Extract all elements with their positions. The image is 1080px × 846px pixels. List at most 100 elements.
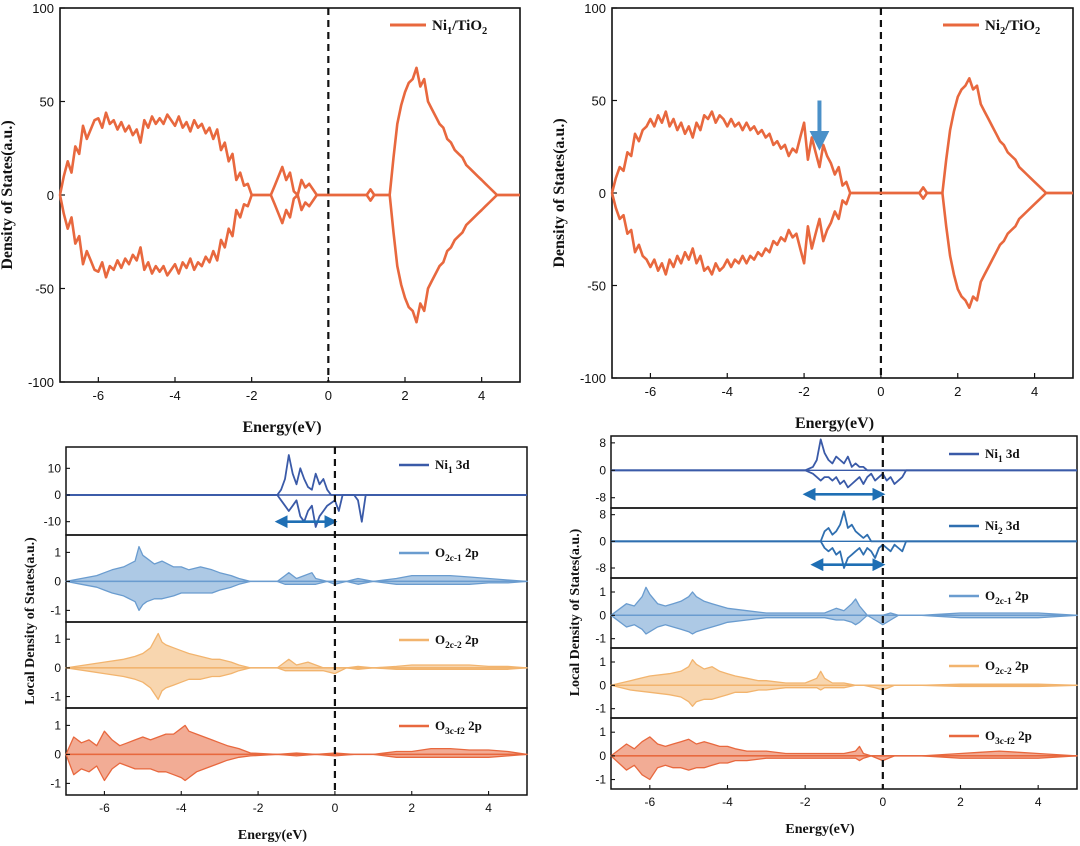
dos-series-spin-up bbox=[610, 77, 1073, 195]
legend-tail: 3d bbox=[453, 457, 471, 472]
y-axis-label: Density of States(a.u.) bbox=[0, 120, 16, 269]
x-tick-label: -4 bbox=[169, 388, 181, 403]
legend-main: O bbox=[985, 588, 995, 603]
y-tick-label: 0 bbox=[599, 463, 606, 477]
x-axis-label: Energy(eV) bbox=[238, 828, 308, 843]
legend-label-sub: 2 bbox=[1000, 26, 1005, 37]
chart-tl: -6 -4 -2 0 2 4 100 50 0 -50 -100 Energy(eV) Density … bbox=[0, 1, 521, 436]
x-tick-label: -6 bbox=[99, 801, 110, 815]
x-tick-label: -2 bbox=[798, 384, 810, 399]
pdos-line-down bbox=[611, 540, 1077, 569]
x-tick-label: 2 bbox=[957, 795, 964, 809]
pdos-line-down bbox=[611, 469, 1077, 489]
x-tick-label: -4 bbox=[721, 384, 733, 399]
x-axis-label: Energy(eV) bbox=[242, 419, 321, 436]
x-axis-label: Energy(eV) bbox=[785, 822, 855, 837]
y-tick-label: -50 bbox=[35, 282, 54, 297]
x-tick-label: -2 bbox=[253, 801, 264, 815]
pdos-area-down bbox=[65, 667, 528, 701]
x-tick-label: 4 bbox=[485, 801, 492, 815]
x-tick-label: -4 bbox=[176, 801, 187, 815]
legend-label: Ni1 3d bbox=[985, 446, 1020, 465]
panel-frame bbox=[610, 717, 1078, 790]
pdos-panel: 8 0 -8 Ni2 3d bbox=[595, 507, 1078, 579]
y-tick-label: 1 bbox=[599, 655, 606, 669]
y-tick-label: 8 bbox=[599, 436, 606, 450]
pdos-panel: 10 0 -10 Ni1 3d bbox=[44, 446, 528, 536]
x-tick-label: 0 bbox=[877, 384, 884, 399]
legend-sub: 2c-2 bbox=[445, 641, 462, 651]
legend-main: O bbox=[985, 658, 995, 673]
x-tick-label: 0 bbox=[325, 388, 332, 403]
legend-tail: 2p bbox=[1012, 658, 1029, 673]
legend-label-sub2: 2 bbox=[1035, 26, 1040, 37]
legend-label: Ni2 3d bbox=[985, 518, 1020, 537]
y-tick-label: -1 bbox=[50, 690, 61, 704]
legend-main: O bbox=[435, 632, 445, 647]
legend-label-sub: 1 bbox=[447, 26, 452, 37]
dos-series-spin-down bbox=[610, 191, 1073, 309]
pdos-panel: 1 0 -1 O3c-f2 2p bbox=[595, 717, 1078, 790]
x-tick-label: -6 bbox=[93, 388, 105, 403]
y-axis-label: Local Density of States(a.u.) bbox=[568, 528, 583, 696]
x-tick-label: -6 bbox=[644, 795, 655, 809]
legend-label-text: Ni2/TiO2 bbox=[985, 18, 1040, 37]
legend-main: O bbox=[435, 545, 445, 560]
pdos-area-down bbox=[610, 755, 1078, 781]
y-tick-label: 1 bbox=[54, 718, 61, 732]
legend-sub: 2 bbox=[998, 527, 1003, 537]
x-tick-label: -2 bbox=[246, 388, 258, 403]
legend-sub: 2c-1 bbox=[995, 597, 1012, 607]
y-tick-label: -1 bbox=[50, 603, 61, 617]
y-tick-label: -50 bbox=[587, 279, 606, 294]
y-tick-label: -1 bbox=[595, 773, 606, 787]
legend-label: O3c-f2 2p bbox=[985, 728, 1032, 747]
legend-label-sub2: 2 bbox=[482, 26, 487, 37]
legend-sub: 1 bbox=[448, 466, 453, 476]
legend-main: Ni bbox=[985, 446, 998, 461]
y-tick-label: 100 bbox=[32, 1, 54, 16]
legend-label: Ni1 3d bbox=[435, 457, 470, 476]
legend-sub: 3c-f2 bbox=[445, 727, 465, 737]
x-tick-label: 2 bbox=[408, 801, 415, 815]
pdos-panel: 1 0 -1 O2c-1 2p bbox=[50, 534, 528, 623]
legend-main: O bbox=[985, 728, 995, 743]
pdos-area-down bbox=[610, 614, 1078, 635]
legend-label: O2c-1 2p bbox=[435, 545, 479, 564]
x-tick-label: 4 bbox=[1035, 795, 1042, 809]
y-tick-label: 0 bbox=[54, 574, 61, 588]
y-tick-label: 8 bbox=[599, 508, 606, 522]
y-tick-label: -10 bbox=[44, 515, 62, 529]
pdos-area-down bbox=[65, 753, 528, 782]
y-tick-label: 0 bbox=[599, 749, 606, 763]
legend-sub: 2c-2 bbox=[995, 667, 1012, 677]
pdos-area-down bbox=[65, 580, 528, 612]
legend-tail: 2p bbox=[462, 545, 479, 560]
legend-label: O2c-2 2p bbox=[985, 658, 1029, 677]
y-axis-label: Density of States(a.u.) bbox=[551, 118, 568, 267]
y-tick-label: 0 bbox=[599, 608, 606, 622]
x-tick-label: 0 bbox=[879, 795, 886, 809]
legend-label: O3c-f2 2p bbox=[435, 718, 482, 737]
y-tick-label: -1 bbox=[595, 632, 606, 646]
legend-main: Ni bbox=[985, 518, 998, 533]
legend-tail: 2p bbox=[1015, 728, 1032, 743]
legend-tail: 3d bbox=[1003, 518, 1021, 533]
y-tick-label: -100 bbox=[28, 375, 54, 390]
y-tick-label: 1 bbox=[54, 545, 61, 559]
x-tick-label: -4 bbox=[722, 795, 733, 809]
y-tick-label: 0 bbox=[599, 678, 606, 692]
y-tick-label: 1 bbox=[599, 585, 606, 599]
x-tick-label: 0 bbox=[332, 801, 339, 815]
pdos-panel: 1 0 -1 O3c-f2 2p bbox=[50, 707, 528, 796]
legend-label: O2c-1 2p bbox=[985, 588, 1029, 607]
legend-label-mid: /TiO bbox=[1004, 18, 1035, 34]
legend-label: O2c-2 2p bbox=[435, 632, 479, 651]
y-tick-label: 1 bbox=[599, 725, 606, 739]
y-tick-label: 0 bbox=[599, 534, 606, 548]
legend-sub: 2c-1 bbox=[445, 554, 462, 564]
y-tick-label: 1 bbox=[54, 632, 61, 646]
legend-label-main: Ni bbox=[985, 18, 1000, 34]
